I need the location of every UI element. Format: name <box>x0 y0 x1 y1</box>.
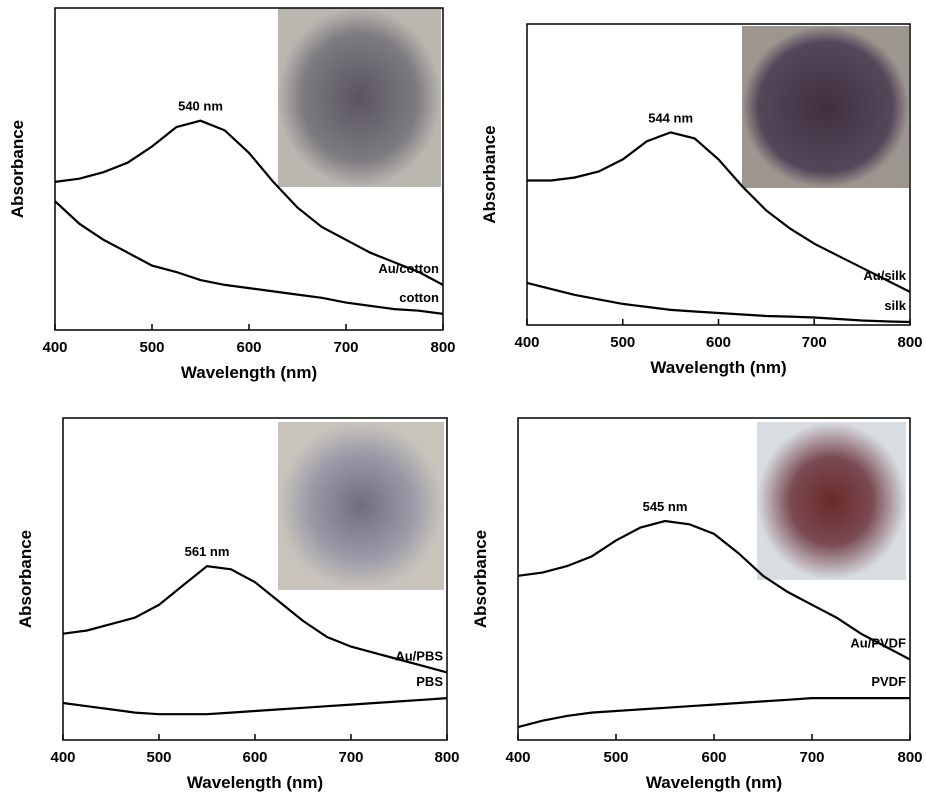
x-tick-label: 500 <box>610 334 635 351</box>
series-line <box>54 200 444 315</box>
x-tick-label: 800 <box>897 334 922 351</box>
series-line <box>526 281 911 324</box>
x-axis-label: Wavelength (nm) <box>646 773 782 792</box>
series-label: Au/cotton <box>378 261 439 276</box>
x-tick-label: 500 <box>146 749 171 766</box>
series-label: Au/PBS <box>395 648 443 663</box>
x-tick-label: 600 <box>701 749 726 766</box>
series-label: PVDF <box>871 674 906 689</box>
x-tick-label: 600 <box>236 339 261 356</box>
peak-annotation: 561 nm <box>185 544 230 559</box>
x-tick-label: 700 <box>799 749 824 766</box>
x-tick-label: 700 <box>338 749 363 766</box>
series-label: PBS <box>416 674 443 689</box>
inset-photo <box>278 8 441 187</box>
y-axis-label: Absorbance <box>16 530 35 628</box>
series-line <box>62 697 448 716</box>
y-axis-label: Absorbance <box>471 530 490 628</box>
x-tick-label: 700 <box>802 334 827 351</box>
series-label: Au/silk <box>863 268 906 283</box>
series-line <box>62 564 448 674</box>
series-line <box>517 519 911 661</box>
y-axis-label: Absorbance <box>480 125 499 223</box>
x-tick-label: 500 <box>603 749 628 766</box>
peak-annotation: 545 nm <box>643 499 688 514</box>
x-axis-label: Wavelength (nm) <box>187 773 323 792</box>
x-tick-label: 400 <box>42 339 67 356</box>
series-label: silk <box>884 298 906 313</box>
inset-photo <box>278 422 444 590</box>
series-label: cotton <box>399 290 439 305</box>
x-tick-label: 600 <box>242 749 267 766</box>
y-axis-label: Absorbance <box>8 120 27 218</box>
inset-photo <box>757 422 906 580</box>
x-tick-label: 800 <box>434 749 459 766</box>
x-tick-label: 400 <box>514 334 539 351</box>
x-axis-label: Wavelength (nm) <box>181 363 317 382</box>
peak-annotation: 544 nm <box>648 110 693 125</box>
x-tick-label: 500 <box>139 339 164 356</box>
series-line <box>527 131 911 293</box>
peak-annotation: 540 nm <box>178 99 223 114</box>
x-tick-label: 800 <box>897 749 922 766</box>
series-label: Au/PVDF <box>850 636 906 651</box>
x-axis-label: Wavelength (nm) <box>650 358 786 377</box>
x-tick-label: 700 <box>333 339 358 356</box>
x-tick-label: 400 <box>50 749 75 766</box>
series-line <box>517 697 910 729</box>
x-tick-label: 400 <box>505 749 530 766</box>
series-line <box>54 119 444 286</box>
x-tick-label: 600 <box>706 334 731 351</box>
inset-photo <box>742 26 909 188</box>
x-tick-label: 800 <box>430 339 455 356</box>
